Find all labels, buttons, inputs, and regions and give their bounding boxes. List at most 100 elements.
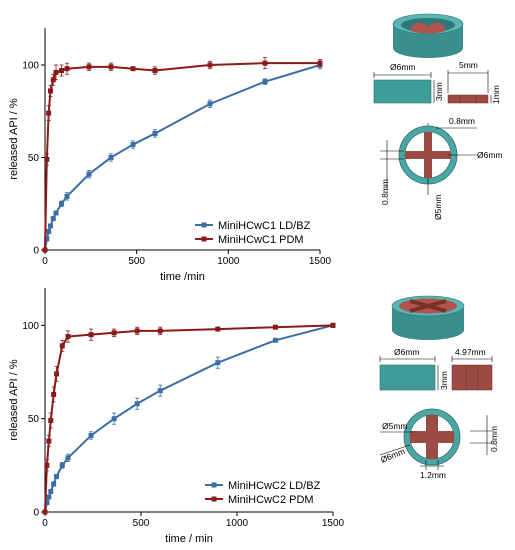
data-point [48,418,54,424]
data-point [51,481,57,487]
data-point [157,328,163,334]
data-point [46,110,52,116]
dim-wall-thickness: 0.8mm [449,116,475,126]
data-point [48,488,54,494]
data-point [59,343,65,349]
dim-gap-2: 1.2mm [420,470,446,480]
data-point [86,171,92,177]
y-axis-label: released API / % [8,359,20,441]
data-point [272,324,278,330]
data-point [215,326,221,332]
data-point [207,62,213,68]
x-tick-label: 500 [128,256,145,267]
data-point [111,416,117,422]
data-point [48,223,53,229]
data-point [108,64,114,70]
x-tick-label: 1000 [217,256,240,267]
device-diagram-2: Ø6mm 3mm 4.97mm Ø5mm Ø6mm 0.8mm [379,295,499,480]
data-point [330,322,336,328]
data-point [48,88,53,94]
x-tick-label: 1500 [322,518,345,529]
y-tick-label: 0 [33,246,39,257]
data-point [88,332,94,338]
data-point [134,328,140,334]
dim-height-2: 3mm [439,371,449,390]
data-point [53,210,59,216]
data-point [130,66,136,72]
legend-label: MiniHCwC1 LD/BZ [218,220,311,232]
x-tick-label: 1500 [309,256,332,267]
legend-marker [201,236,207,242]
data-point [152,130,158,136]
dim-ring-diameter-2: Ø6mm [379,446,406,465]
x-tick-label: 0 [42,518,48,529]
legend-marker [211,496,217,502]
data-point [54,371,60,377]
device-diagram-1: Ø6mm 3mm 5mm 1mm 0.8mm 0.8mm [373,13,503,220]
side-view-2: Ø6mm 3mm 4.97mm [379,347,493,391]
side-view-1: Ø6mm 3mm 5mm 1mm [373,60,501,104]
x-axis-label: time /min [160,271,205,283]
data-point [111,330,117,336]
data-point [157,388,163,394]
dim-length: 5mm [459,60,478,70]
data-point [59,68,64,74]
data-point [130,142,136,148]
dim-cross-width-2: 0.8mm [489,426,499,452]
data-point [64,66,70,72]
data-point [46,229,52,234]
y-tick-label: 0 [33,508,39,519]
legend-label: MiniHCwC2 PDM [228,494,314,506]
top-view-1: 0.8mm 0.8mm Ø6mm Ø5mm [380,116,503,220]
data-point [53,69,59,75]
data-point [108,155,114,160]
data-point [207,101,213,107]
x-tick-label: 0 [42,256,48,267]
data-point [44,500,50,506]
legend-label: MiniHCwC1 PDM [218,234,304,246]
data-point [59,462,65,468]
data-point [59,201,64,207]
y-tick-label: 100 [22,321,39,332]
data-point [50,216,56,222]
data-point [134,401,140,407]
cylinder-3d-view-2 [391,295,465,340]
y-axis-label: released API / % [8,98,20,180]
data-point [272,337,278,343]
legend-label: MiniHCwC2 LD/BZ [228,480,321,492]
y-tick-label: 50 [28,414,40,425]
x-tick-label: 500 [133,518,150,529]
data-point [44,156,50,162]
data-point [50,77,56,83]
dim-insert-height: 1mm [491,85,501,104]
legend-marker [201,222,207,228]
data-point [152,68,158,74]
dim-height: 3mm [434,82,444,101]
data-point [262,60,268,66]
data-point [42,247,48,253]
data-point [44,236,50,242]
data-point [215,360,221,366]
dim-inner-diameter-2: Ø5mm [382,421,408,431]
y-tick-label: 100 [22,61,39,72]
data-point [54,474,60,480]
data-point [88,432,94,438]
dim-length-2: 4.97mm [455,347,486,357]
data-point [65,455,71,461]
data-point [317,60,323,66]
legend-marker [211,482,217,488]
dim-outer-diameter: Ø6mm [390,62,416,72]
dim-ring-diameter: Ø6mm [477,150,503,160]
data-point [86,64,92,70]
dim-inner-diameter: Ø5mm [433,195,443,221]
top-view-2: Ø5mm Ø6mm 0.8mm 1.2mm [379,408,499,480]
x-tick-label: 1000 [226,518,249,529]
data-point [65,334,71,340]
data-point [44,462,50,468]
data-point [46,438,52,444]
dim-outer-diameter-2: Ø6mm [394,347,420,357]
y-tick-label: 50 [28,153,40,164]
chart-bottom: 0 500 1000 1500 0 50 100 time / min released API… [8,288,345,545]
data-point [51,391,57,397]
